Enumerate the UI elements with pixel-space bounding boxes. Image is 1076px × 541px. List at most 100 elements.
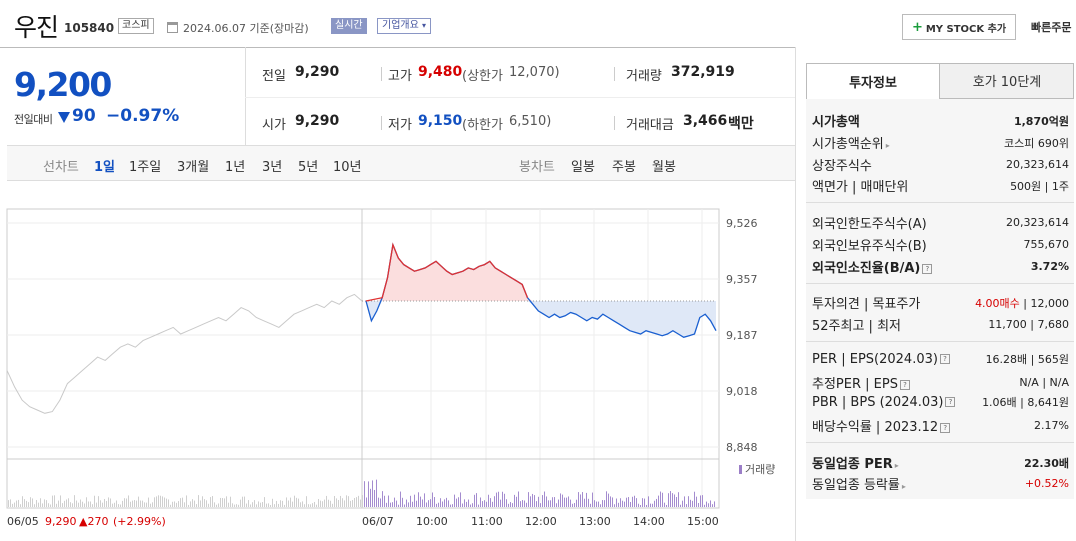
volume-bar: [234, 504, 235, 507]
volume-bar: [232, 503, 233, 507]
tab-3month[interactable]: 3개월: [177, 160, 210, 175]
volume-bar: [488, 494, 489, 507]
volume-bar: [74, 495, 75, 507]
volume-bar: [642, 498, 643, 507]
volume-bar: [304, 504, 305, 507]
volume-bar: [654, 500, 655, 507]
volume-bar: [502, 491, 503, 507]
volume-bar: [342, 498, 343, 507]
volume-bar: [326, 495, 327, 507]
change-label: 전일대비: [14, 113, 53, 126]
info-icon[interactable]: ?: [939, 354, 950, 364]
row-market-cap-rank[interactable]: 시가총액순위 ▸ 코스피 690위: [812, 133, 1069, 153]
row-sector-change[interactable]: 동일업종 등락률 ▸ +0.52%: [812, 474, 1069, 493]
tab-daily-candle[interactable]: 일봉: [571, 160, 595, 175]
volume-bar: [416, 500, 417, 507]
volume-bar: [664, 502, 665, 507]
add-mystock-button[interactable]: + MY STOCK 추가: [902, 14, 1016, 40]
invest-info-panel: [806, 63, 1074, 499]
volume-bar: [658, 495, 659, 507]
tab-1week[interactable]: 1주일: [129, 160, 162, 175]
tab-weekly-candle[interactable]: 주봉: [612, 160, 636, 175]
volume-bar: [324, 499, 325, 507]
row-sector-per[interactable]: 동일업종 PER ▸ 22.30배: [812, 453, 1069, 473]
above-close-fill: [366, 244, 716, 301]
price-chart[interactable]: 9,526 9,357 9,187 9,018 8,848 거래량 06/07 10:00…: [0, 181, 795, 541]
row-label: PBR | BPS (2024.03): [812, 394, 944, 410]
volume-bar: [282, 500, 283, 507]
company-overview-dropdown[interactable]: 기업개요 ▾: [377, 18, 432, 34]
tab-monthly-candle[interactable]: 월봉: [652, 160, 676, 175]
tab-hoga-10[interactable]: 호가 10단계: [940, 63, 1074, 99]
x-tick-label: 14:00: [633, 515, 665, 528]
volume-bar: [320, 500, 321, 507]
row-per-eps[interactable]: PER | EPS(2024.03)? 16.28배 | 565원: [812, 351, 1069, 367]
volume-bar: [422, 499, 423, 507]
volume-bar: [258, 501, 259, 507]
volume-bar: [498, 491, 499, 507]
tab-3year[interactable]: 3년: [262, 160, 283, 175]
volume-bar: [552, 497, 553, 507]
volume-bar: [432, 492, 433, 507]
volume-bar: [556, 503, 557, 507]
volume-bar: [568, 496, 569, 507]
volume-bar: [380, 498, 381, 507]
volume-bar: [328, 499, 329, 507]
change-value: 90: [72, 106, 96, 126]
stock-code: 105840: [64, 21, 115, 35]
volume-bar: [560, 493, 561, 507]
volume-bar: [336, 498, 337, 507]
tab-10year[interactable]: 10년: [333, 160, 362, 175]
volume-bar: [214, 502, 215, 507]
volume-legend: 거래량: [745, 463, 775, 476]
row-value: 755,670: [1023, 238, 1070, 251]
volume-bar: [640, 504, 641, 507]
volume-bar: [510, 502, 511, 507]
volume-bar: [280, 500, 281, 507]
volume-bar: [288, 500, 289, 507]
volume-bar: [334, 496, 335, 507]
row-foreign-ratio[interactable]: 외국인소진율(B/A)? 3.72%: [812, 257, 1069, 276]
chevron-right-icon: ▸: [885, 141, 890, 150]
volume-bar: [222, 498, 223, 507]
volume-bar: [706, 501, 707, 507]
volume-bar: [318, 498, 319, 507]
volume-bar: [310, 504, 311, 507]
volume-bar: [412, 501, 413, 507]
volume-bar: [374, 489, 375, 507]
tab-1day[interactable]: 1일: [94, 160, 116, 175]
y-tick-label: 9,357: [726, 273, 758, 286]
volume-bar: [252, 502, 253, 507]
volume-bar: [500, 499, 501, 507]
row-par-value: 액면가 | 매매단위 500원 | 1주: [812, 176, 1069, 196]
info-icon[interactable]: ?: [899, 379, 910, 390]
volume-bar: [142, 500, 143, 507]
row-dividend[interactable]: 배당수익률 | 2023.12? 2.17%: [812, 416, 1069, 435]
volume-bar: [564, 497, 565, 507]
volume-bar: [352, 500, 353, 507]
info-icon[interactable]: ?: [945, 397, 956, 407]
quick-order-button[interactable]: 빠른주문: [1031, 21, 1072, 34]
info-icon[interactable]: ?: [922, 263, 933, 274]
upper-limit-label: (상한가: [462, 69, 503, 84]
volume-bar: [78, 502, 79, 507]
volume-bar: [294, 495, 295, 507]
volume-bar: [710, 500, 711, 507]
volume-bar: [20, 504, 21, 507]
volume-bar: [602, 500, 603, 507]
tab-1year[interactable]: 1년: [225, 160, 246, 175]
volume-bar: [248, 500, 249, 507]
volume-bar: [472, 503, 473, 507]
info-icon[interactable]: ?: [940, 422, 951, 433]
volume-bar: [676, 497, 677, 507]
row-est-per[interactable]: 추정PER | EPS? N/A | N/A: [812, 373, 1069, 392]
row-pbr-bps[interactable]: PBR | BPS (2024.03)? 1.06배 | 8,641원: [812, 394, 1069, 410]
lower-limit-label: (하한가: [462, 118, 503, 133]
realtime-button[interactable]: 실시간: [331, 18, 367, 34]
row-opinion: 투자의견 | 목표주가 4.00매수 | 12,000: [812, 293, 1069, 313]
tab-invest-info[interactable]: 투자정보: [806, 63, 940, 99]
volume-bar: [330, 500, 331, 507]
down-triangle-icon: [58, 112, 70, 123]
tab-5year[interactable]: 5년: [298, 160, 319, 175]
volume-bar: [270, 504, 271, 507]
